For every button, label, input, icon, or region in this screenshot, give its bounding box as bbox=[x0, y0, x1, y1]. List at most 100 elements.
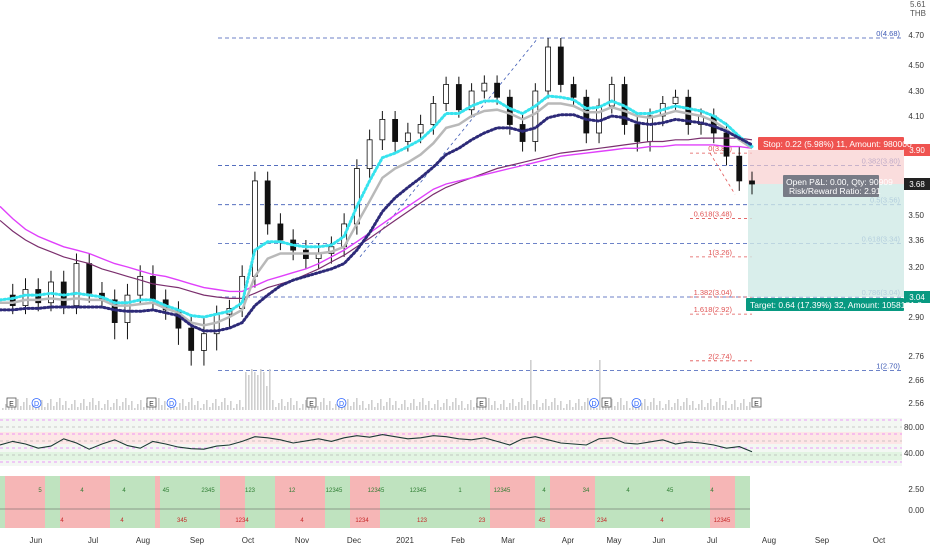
x-tick-label: Jul bbox=[88, 536, 98, 545]
osc-column bbox=[355, 476, 360, 528]
osc-top-label: 12345 bbox=[410, 488, 427, 494]
x-tick-label: May bbox=[606, 536, 621, 545]
volume-bar bbox=[140, 400, 142, 410]
volume-bar bbox=[341, 407, 343, 410]
position-tool[interactable] bbox=[748, 150, 904, 297]
y-tick-label: 2.76 bbox=[908, 352, 924, 361]
volume-bar bbox=[89, 402, 91, 410]
osc-column bbox=[240, 476, 245, 528]
volume-bar bbox=[422, 398, 424, 410]
volume-bar bbox=[320, 402, 322, 410]
osc-top-label: 45 bbox=[163, 488, 170, 494]
volume-bar bbox=[245, 372, 247, 410]
volume-bar bbox=[446, 399, 448, 410]
osc-column bbox=[530, 476, 535, 528]
osc-column bbox=[125, 476, 130, 528]
volume-bar bbox=[101, 408, 103, 410]
volume-bar bbox=[329, 401, 331, 410]
osc-column bbox=[495, 476, 500, 528]
volume-bar bbox=[47, 403, 49, 410]
volume-bar bbox=[44, 407, 46, 410]
candle-body bbox=[545, 46, 551, 92]
osc-column bbox=[525, 476, 530, 528]
osc-column bbox=[410, 476, 415, 528]
osc-column bbox=[55, 476, 60, 528]
osc-column bbox=[515, 476, 520, 528]
osc-column bbox=[275, 476, 280, 528]
osc-top-label: 4 bbox=[80, 488, 84, 494]
y-tick-label: 4.30 bbox=[908, 87, 924, 96]
volume-bar bbox=[692, 401, 694, 410]
osc-top-label: 1 bbox=[458, 488, 462, 494]
osc-column bbox=[585, 476, 590, 528]
x-tick-label: Aug bbox=[136, 536, 150, 545]
volume-bar bbox=[647, 406, 649, 410]
osc-bottom-label: 234 bbox=[597, 518, 608, 524]
dividend-marker-text: D bbox=[34, 401, 39, 408]
volume-bar bbox=[305, 400, 307, 410]
ma-purple-line bbox=[0, 137, 753, 299]
osc-column bbox=[615, 476, 620, 528]
volume-bar bbox=[332, 408, 334, 410]
volume-bar bbox=[620, 398, 622, 410]
candle-body bbox=[468, 90, 475, 111]
volume-bar bbox=[53, 406, 55, 410]
candle-body bbox=[353, 168, 360, 225]
earnings-marker bbox=[6, 397, 17, 408]
volume-bar bbox=[443, 403, 445, 410]
osc-column bbox=[405, 476, 410, 528]
volume-bar bbox=[326, 405, 328, 410]
candle-body bbox=[277, 223, 284, 241]
osc-column bbox=[160, 476, 165, 528]
osc-column bbox=[430, 476, 435, 528]
time-axis[interactable]: Jun Jul Aug Sep Oct Nov Dec 2021 Feb Mar Apr May Jun… bbox=[30, 536, 886, 545]
rsi-tick: 40.00 bbox=[904, 449, 925, 458]
osc-column bbox=[675, 476, 680, 528]
volume-bar bbox=[353, 402, 355, 410]
osc-column bbox=[365, 476, 370, 528]
volume-bar bbox=[143, 407, 145, 410]
volume-bar bbox=[521, 398, 523, 410]
fib-label-right: 1(2.70) bbox=[876, 361, 900, 370]
volume-bar bbox=[272, 400, 274, 410]
volume-bar bbox=[662, 408, 664, 410]
osc-top-label: 34 bbox=[583, 488, 590, 494]
candle-body bbox=[188, 327, 195, 351]
volume-bar bbox=[335, 404, 337, 410]
volume-bar bbox=[638, 407, 640, 410]
osc-column bbox=[485, 476, 490, 528]
volume-bar bbox=[449, 406, 451, 410]
volume-bar bbox=[707, 403, 709, 410]
candle-body bbox=[430, 103, 437, 125]
volume-bar bbox=[440, 407, 442, 410]
earnings-marker bbox=[751, 397, 762, 408]
osc-column bbox=[505, 476, 510, 528]
osc-bottom-label: 12345 bbox=[714, 518, 731, 524]
volume-bar bbox=[200, 408, 202, 410]
price-axis[interactable]: 4.70 4.50 4.30 4.10 3.90 3.68 3.50 3.36 3.20 3.04… bbox=[908, 31, 924, 408]
osc-column bbox=[710, 476, 715, 528]
volume-bar bbox=[104, 404, 106, 410]
volume-bar bbox=[365, 408, 367, 410]
volume-bar bbox=[410, 403, 412, 410]
osc-column bbox=[500, 476, 505, 528]
candle-body bbox=[723, 132, 730, 157]
volume-bar bbox=[686, 398, 688, 410]
volume-bar bbox=[641, 403, 643, 410]
volume-bar bbox=[137, 404, 139, 410]
volume-bar bbox=[167, 408, 169, 410]
volume-bar bbox=[269, 369, 271, 410]
osc-column bbox=[175, 476, 180, 528]
osc-column bbox=[575, 476, 580, 528]
ema-navy-line bbox=[0, 113, 754, 333]
volume-bar bbox=[626, 401, 628, 410]
osc-top-label: 4 bbox=[122, 488, 126, 494]
osc-column bbox=[130, 476, 135, 528]
osc-bottom-label: 4 bbox=[120, 518, 124, 524]
moving-averages bbox=[0, 94, 754, 333]
earnings-marker bbox=[476, 397, 487, 408]
price-tag-current-text: 3.68 bbox=[909, 180, 925, 189]
osc-column bbox=[145, 476, 150, 528]
